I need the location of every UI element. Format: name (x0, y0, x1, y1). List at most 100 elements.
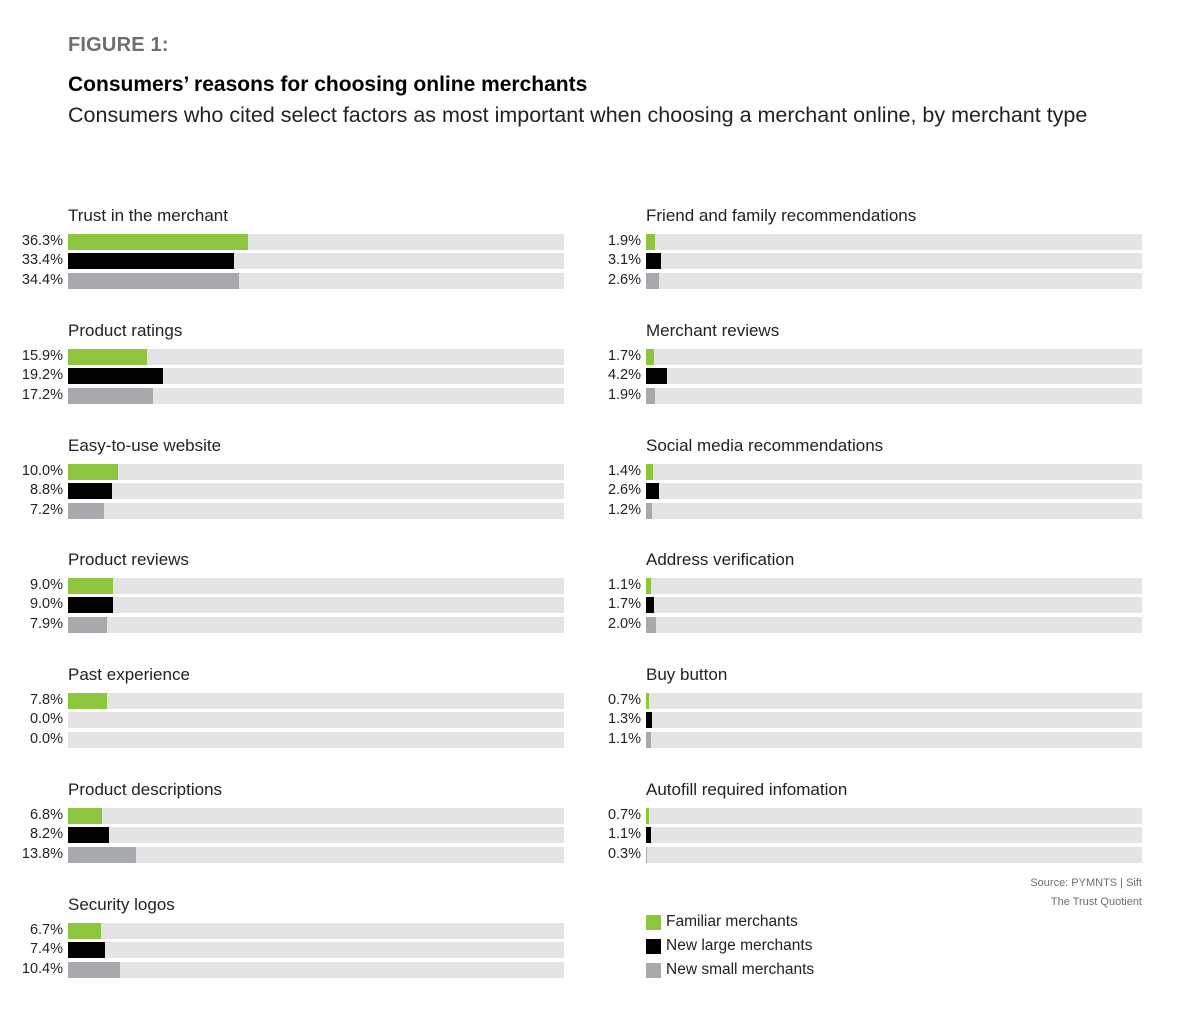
bar (68, 617, 108, 633)
bar-group: Product descriptions 6.8% 8.2% 13.8% (22, 780, 564, 870)
bar (646, 847, 648, 863)
bar-track (646, 349, 1142, 365)
data-label: 9.0% (29, 596, 63, 612)
bar-group: Address verification 1.1% 1.7% 2.0% (608, 550, 1142, 640)
bar-row: 2.0% (608, 616, 1142, 633)
bar-track (646, 847, 1142, 863)
data-label: 7.2% (29, 502, 63, 518)
bar (646, 273, 659, 289)
bar-track (646, 712, 1142, 728)
bar-row: 7.8% (30, 692, 564, 709)
data-label: 15.9% (21, 348, 63, 364)
bar-row: 7.2% (30, 502, 564, 519)
bar-track (646, 273, 1142, 289)
category-label: Buy button (646, 665, 728, 684)
bar-group: Product ratings 15.9% 19.2% 17.2% (22, 321, 564, 411)
bar-track (68, 464, 564, 480)
bar (646, 827, 652, 843)
data-label: 34.4% (21, 272, 63, 288)
bar-row: 10.0% (22, 463, 564, 480)
bar (68, 388, 154, 404)
bar-track (646, 253, 1142, 269)
bar (68, 962, 120, 978)
bar-group: Social media recommendations 1.4% 2.6% 1.2% (608, 436, 1142, 526)
data-label: 0.0% (29, 711, 63, 727)
bar (68, 503, 104, 519)
bar-row: 1.4% (608, 463, 1142, 480)
bar-track (68, 368, 564, 384)
bar-row: 1.9% (608, 233, 1142, 250)
bar-group: Past experience 7.8% 0.0% 0.0% (30, 665, 564, 755)
bar (646, 808, 650, 824)
data-label: 1.9% (607, 387, 641, 403)
bar-track (68, 578, 564, 594)
data-label: 10.0% (21, 463, 63, 479)
bar (646, 483, 659, 499)
bar-row: 0.0% (30, 731, 564, 748)
bar-row: 2.6% (608, 272, 1142, 289)
data-label: 0.7% (607, 692, 641, 708)
bar-row: 10.4% (22, 961, 564, 978)
bar-track (646, 234, 1142, 250)
data-label: 2.6% (607, 272, 641, 288)
legend-label: New small merchants (666, 961, 815, 978)
data-label: 2.6% (607, 482, 641, 498)
bar-row: 1.2% (608, 502, 1142, 519)
data-label: 0.0% (29, 731, 63, 747)
bar-row: 9.0% (30, 596, 564, 613)
bar-row: 0.0% (30, 711, 564, 728)
data-label: 1.1% (607, 577, 641, 593)
bar-row: 0.7% (608, 807, 1142, 824)
category-label: Easy-to-use website (68, 436, 222, 455)
data-label: 1.2% (607, 502, 641, 518)
bar (646, 464, 653, 480)
bar (646, 388, 656, 404)
bar-row: 0.3% (608, 846, 1142, 863)
bar-track (646, 808, 1142, 824)
bar-track (68, 808, 564, 824)
legend-label: New large merchants (666, 937, 813, 954)
bar-track (646, 693, 1142, 709)
bar-row: 0.7% (608, 692, 1142, 709)
source-line-2: The Trust Quotient (1050, 896, 1142, 908)
bar-track (646, 827, 1142, 843)
chart-subtitle: Consumers who cited select factors as mo… (68, 103, 1088, 127)
bar (68, 234, 249, 250)
data-label: 6.7% (29, 922, 63, 938)
bar-row: 19.2% (22, 367, 564, 384)
source-note: Source: PYMNTS | Sift The Trust Quotient (1030, 874, 1142, 912)
category-label: Autofill required infomation (646, 780, 848, 799)
bar-row: 34.4% (22, 272, 564, 289)
bar (646, 732, 652, 748)
bar (646, 712, 653, 728)
bar (646, 693, 650, 709)
data-label: 1.4% (607, 463, 641, 479)
data-label: 17.2% (21, 387, 63, 403)
bar-track (646, 368, 1142, 384)
bar (68, 273, 239, 289)
bar-track (68, 349, 564, 365)
bar-row: 2.6% (608, 482, 1142, 499)
bar-group: Buy button 0.7% 1.3% 1.1% (608, 665, 1142, 755)
bar (68, 578, 113, 594)
bar-row: 1.7% (608, 596, 1142, 613)
bar (68, 253, 234, 269)
bar-row: 9.0% (30, 577, 564, 594)
legend-label: Familiar merchants (666, 913, 798, 930)
bar-row: 3.1% (608, 252, 1142, 269)
category-label: Past experience (68, 665, 190, 684)
data-label: 36.3% (21, 233, 63, 249)
bar-track (68, 503, 564, 519)
bar (68, 368, 164, 384)
bar-track (68, 847, 564, 863)
bar-track (646, 388, 1142, 404)
legend-swatch (646, 963, 661, 978)
data-label: 3.1% (607, 252, 641, 268)
legend-swatch (646, 939, 661, 954)
bar-row: 36.3% (22, 233, 564, 250)
bar-row: 1.1% (608, 731, 1142, 748)
bar (68, 349, 147, 365)
bar-group: Trust in the merchant 36.3% 33.4% 34.4% (22, 206, 564, 296)
category-label: Trust in the merchant (68, 206, 228, 225)
bar-track (646, 732, 1142, 748)
